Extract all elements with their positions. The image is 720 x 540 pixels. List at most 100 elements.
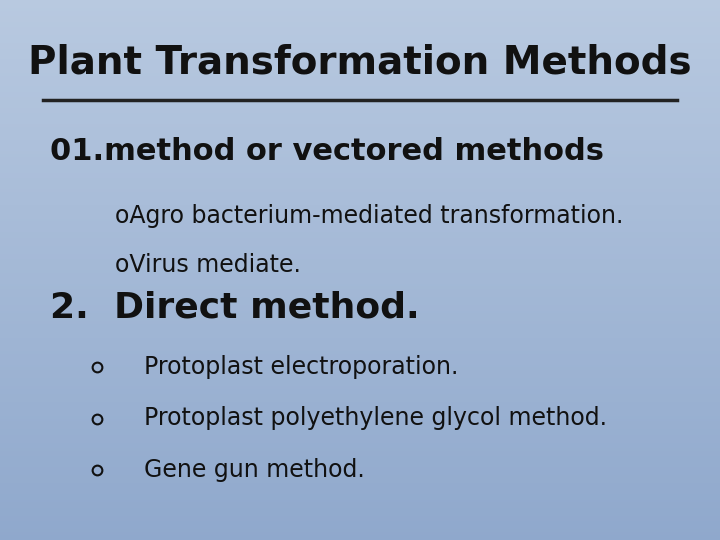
- Bar: [0, 481, 720, 483]
- Bar: [0, 470, 720, 472]
- Bar: [0, 329, 720, 332]
- Bar: [0, 383, 720, 386]
- Bar: [0, 281, 720, 284]
- Bar: [0, 97, 720, 100]
- Bar: [0, 375, 720, 378]
- Bar: [0, 81, 720, 84]
- Bar: [0, 227, 720, 229]
- Bar: [0, 62, 720, 65]
- Bar: [0, 416, 720, 418]
- Bar: [0, 472, 720, 475]
- Bar: [0, 494, 720, 497]
- Bar: [0, 76, 720, 78]
- Bar: [0, 432, 720, 435]
- Bar: [0, 248, 720, 251]
- Bar: [0, 535, 720, 537]
- Bar: [0, 178, 720, 181]
- Bar: [0, 524, 720, 526]
- Bar: [0, 270, 720, 273]
- Bar: [0, 367, 720, 370]
- Bar: [0, 343, 720, 346]
- Bar: [0, 197, 720, 200]
- Bar: [0, 251, 720, 254]
- Bar: [0, 59, 720, 62]
- Bar: [0, 491, 720, 494]
- Bar: [0, 413, 720, 416]
- Bar: [0, 19, 720, 22]
- Bar: [0, 238, 720, 240]
- Bar: [0, 27, 720, 30]
- Bar: [0, 316, 720, 319]
- Bar: [0, 340, 720, 343]
- Bar: [0, 464, 720, 467]
- Bar: [0, 122, 720, 124]
- Bar: [0, 348, 720, 351]
- Bar: [0, 454, 720, 456]
- Bar: [0, 108, 720, 111]
- Bar: [0, 532, 720, 535]
- Bar: [0, 478, 720, 481]
- Bar: [0, 489, 720, 491]
- Bar: [0, 508, 720, 510]
- Bar: [0, 408, 720, 410]
- Bar: [0, 200, 720, 202]
- Bar: [0, 346, 720, 348]
- Bar: [0, 510, 720, 513]
- Bar: [0, 513, 720, 516]
- Bar: [0, 537, 720, 540]
- Bar: [0, 381, 720, 383]
- Bar: [0, 467, 720, 470]
- Text: 2.  Direct method.: 2. Direct method.: [50, 291, 420, 325]
- Bar: [0, 202, 720, 205]
- Bar: [0, 130, 720, 132]
- Bar: [0, 421, 720, 424]
- Bar: [0, 103, 720, 105]
- Bar: [0, 262, 720, 265]
- Bar: [0, 400, 720, 402]
- Bar: [0, 456, 720, 459]
- Bar: [0, 289, 720, 292]
- Bar: [0, 246, 720, 248]
- Bar: [0, 418, 720, 421]
- Bar: [0, 86, 720, 89]
- Bar: [0, 332, 720, 335]
- Bar: [0, 313, 720, 316]
- Bar: [0, 111, 720, 113]
- Bar: [0, 186, 720, 189]
- Bar: [0, 173, 720, 176]
- Bar: [0, 435, 720, 437]
- Text: 01.method or vectored methods: 01.method or vectored methods: [50, 137, 604, 166]
- Bar: [0, 335, 720, 338]
- Bar: [0, 116, 720, 119]
- Bar: [0, 94, 720, 97]
- Bar: [0, 162, 720, 165]
- Bar: [0, 54, 720, 57]
- Bar: [0, 448, 720, 451]
- Bar: [0, 105, 720, 108]
- Bar: [0, 273, 720, 275]
- Bar: [0, 297, 720, 300]
- Bar: [0, 40, 720, 43]
- Bar: [0, 356, 720, 359]
- Bar: [0, 8, 720, 11]
- Bar: [0, 526, 720, 529]
- Bar: [0, 124, 720, 127]
- Bar: [0, 30, 720, 32]
- Bar: [0, 397, 720, 400]
- Bar: [0, 205, 720, 208]
- Bar: [0, 405, 720, 408]
- Bar: [0, 370, 720, 373]
- Bar: [0, 324, 720, 327]
- Text: oAgro bacterium-mediated transformation.: oAgro bacterium-mediated transformation.: [115, 204, 624, 228]
- Bar: [0, 14, 720, 16]
- Bar: [0, 224, 720, 227]
- Bar: [0, 424, 720, 427]
- Bar: [0, 57, 720, 59]
- Bar: [0, 529, 720, 532]
- Bar: [0, 327, 720, 329]
- Text: Protoplast electroporation.: Protoplast electroporation.: [144, 355, 459, 379]
- Bar: [0, 254, 720, 256]
- Bar: [0, 427, 720, 429]
- Bar: [0, 208, 720, 211]
- Bar: [0, 475, 720, 478]
